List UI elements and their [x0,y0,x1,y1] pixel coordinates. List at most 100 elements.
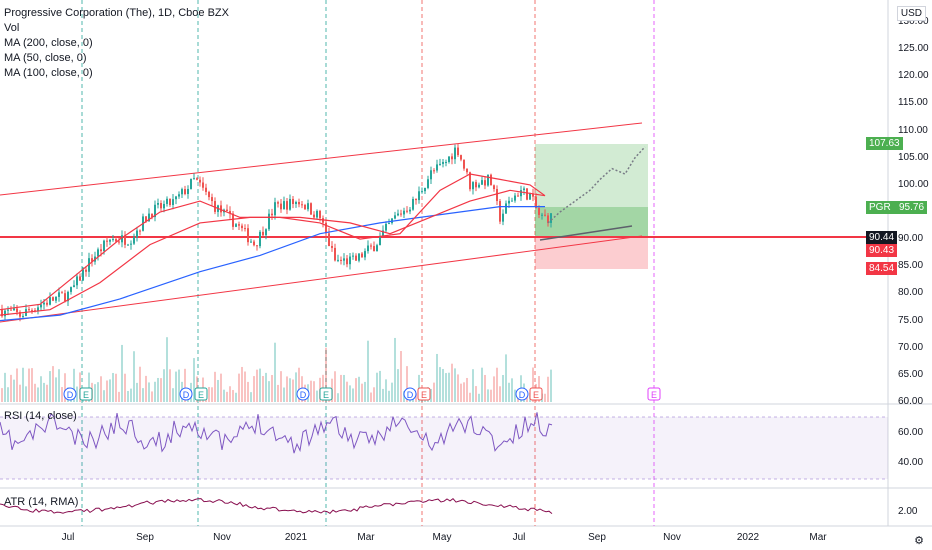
candle-body [316,210,318,218]
channel-lower-line [0,235,643,323]
volume-bar [157,377,159,402]
volume-bar [229,386,231,402]
volume-bar [4,372,6,402]
earnings-marker[interactable]: E [194,387,208,401]
volume-bar [220,373,222,402]
candle-body [304,204,306,210]
candle-body [358,253,360,261]
trend-line [539,225,633,241]
volume-bar [151,391,153,402]
gear-icon[interactable]: ⚙ [914,535,924,547]
candle-body [403,210,405,215]
volume-bar [400,351,402,402]
candle-body [43,302,45,305]
volume-bar [436,353,438,402]
currency-label[interactable]: USD [896,6,926,21]
candle-body [508,200,510,204]
volume-bar [376,372,378,402]
earnings-marker[interactable]: E [79,387,93,401]
symbol-title[interactable]: Progressive Corporation (The), 1D, Cboe … [4,7,229,19]
candle-body [274,202,276,216]
earnings-marker[interactable]: E [319,387,333,401]
legend-ma200[interactable]: MA (200, close, 0) [4,37,93,49]
volume-bar [37,387,39,402]
volume-bar [223,389,225,402]
rsi-legend[interactable]: RSI (14, close) [4,410,77,422]
candle-body [10,309,12,311]
candle-body [445,162,447,164]
earnings-marker[interactable]: E [417,387,431,401]
volume-bar [64,373,66,402]
candle-body [352,255,354,257]
volume-bar [178,369,180,402]
horizontal-line-tag: 90.44 [866,231,898,244]
volume-bar [493,376,495,402]
entry-price-tag: 90.43 [866,244,898,257]
atr-tick: 2.00 [898,506,918,517]
candle-body [1,309,3,317]
target-price-tag: 107.63 [866,137,903,150]
candle-body [109,239,111,242]
volume-bar [211,387,213,402]
volume-bar [499,386,501,402]
dividend-marker[interactable]: D [179,387,193,401]
time-tick: Nov [663,532,681,543]
candle-body [487,174,489,186]
time-tick: Sep [136,532,154,543]
candle-body [64,293,66,302]
candle-body [499,201,501,222]
legend-vol[interactable]: Vol [4,22,20,34]
candle-body [436,164,438,171]
volume-bar [103,390,105,402]
candle-body [13,308,15,311]
candle-body [277,202,279,204]
volume-bar [124,373,126,402]
volume-bar [475,386,477,402]
volume-bar [547,376,549,402]
dividend-marker[interactable]: D [515,387,529,401]
dividend-marker[interactable]: D [403,387,417,401]
volume-bar [289,378,291,402]
volume-bar [271,375,273,402]
candle-body [541,214,543,216]
volume-bar [139,366,141,402]
candle-body [301,204,303,206]
volume-bar [28,368,30,402]
candle-body [283,201,285,210]
legend-ma100[interactable]: MA (100, close, 0) [4,67,93,79]
legend-ma50[interactable]: MA (50, close, 0) [4,52,87,64]
candle-body [160,203,162,209]
volume-bar [250,392,252,402]
candle-body [211,197,213,202]
earnings-marker[interactable]: E [529,387,543,401]
dividend-marker[interactable]: D [296,387,310,401]
volume-bar [49,371,51,402]
volume-bar [214,371,216,402]
atr-legend[interactable]: ATR (14, RMA) [4,496,79,508]
marker-label: E [421,390,427,400]
volume-bar [172,388,174,402]
volume-bar [241,366,243,402]
volume-bar [403,391,405,402]
volume-bar [370,392,372,402]
rsi-line [0,412,553,454]
candle-body [364,251,366,258]
candle-body [355,255,357,261]
volume-bar [451,363,453,402]
volume-bar [25,386,27,402]
volume-bar [460,383,462,402]
volume-bar [550,369,552,402]
volume-bar [394,337,396,402]
volume-bar [226,391,228,402]
candle-body [268,213,270,230]
volume-bar [325,347,327,402]
volume-bar [7,387,9,402]
volume-bar [277,384,279,402]
dividend-marker[interactable]: D [63,387,77,401]
earnings-marker[interactable]: E [647,387,661,401]
marker-label: D [300,390,307,400]
candle-body [361,253,363,258]
candle-body [523,188,525,191]
